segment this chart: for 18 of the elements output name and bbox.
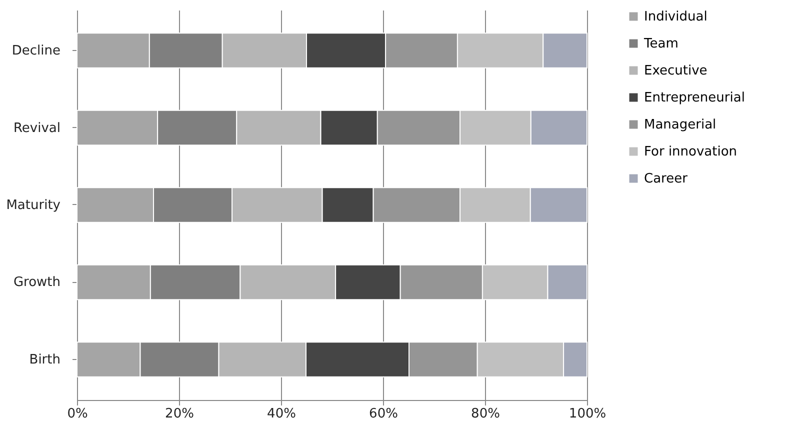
legend-label: Executive	[644, 64, 708, 78]
legend-label: For innovation	[644, 144, 738, 160]
x-tick-label: 80%	[471, 406, 500, 422]
y-tick-label: Growth	[13, 275, 60, 290]
legend-label: Individual	[644, 10, 708, 24]
y-tick-label: Decline	[12, 44, 60, 59]
x-tick-label: 0%	[67, 406, 88, 422]
y-tick-label: Birth	[29, 352, 60, 368]
x-tick-label: 100%	[568, 406, 606, 422]
legend-label: Managerial	[644, 118, 716, 132]
x-tick-label: 40%	[267, 406, 296, 422]
y-tick-label: Revival	[13, 120, 60, 136]
x-tick-label: 20%	[165, 406, 194, 422]
y-tick-label: Maturity	[6, 198, 61, 213]
legend-label: Entrepreneurial	[644, 90, 745, 106]
x-tick-label: 60%	[369, 406, 398, 422]
legend-label: Team	[643, 36, 678, 52]
legend-label: Career	[644, 172, 688, 186]
